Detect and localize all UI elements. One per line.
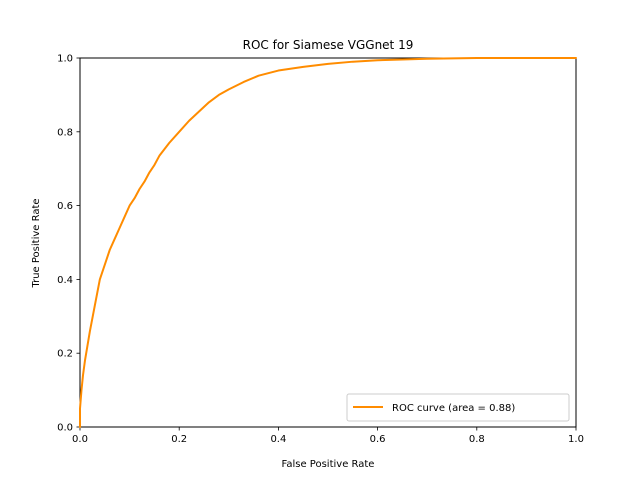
x-tick-label: 0.2 [171,434,187,445]
y-tick-label: 0.6 [57,201,73,212]
y-axis-ticks: 0.0 0.2 0.4 0.6 0.8 1.0 [57,54,80,434]
x-tick-label: 0.6 [370,434,386,445]
y-tick-label: 0.8 [57,127,73,138]
y-tick-label: 0.0 [57,423,73,434]
y-tick-label: 0.2 [57,349,73,360]
x-tick-label: 0.0 [72,434,88,445]
x-axis-ticks: 0.0 0.2 0.4 0.6 0.8 1.0 [72,427,584,445]
legend: ROC curve (area = 0.88) [346,393,570,422]
legend-label: ROC curve (area = 0.88) [392,403,515,414]
roc-curve-line [79,57,577,428]
x-axis-label: False Positive Rate [282,459,375,470]
legend-box [346,393,570,422]
plot-area [79,57,577,428]
chart-title: ROC for Siamese VGGnet 19 [243,38,414,52]
x-tick-label: 0.8 [469,434,485,445]
x-tick-label: 0.4 [270,434,286,445]
y-axis-label: True Positive Rate [31,198,42,288]
y-tick-label: 1.0 [57,54,73,65]
x-tick-label: 1.0 [568,434,584,445]
y-tick-label: 0.4 [57,275,73,286]
